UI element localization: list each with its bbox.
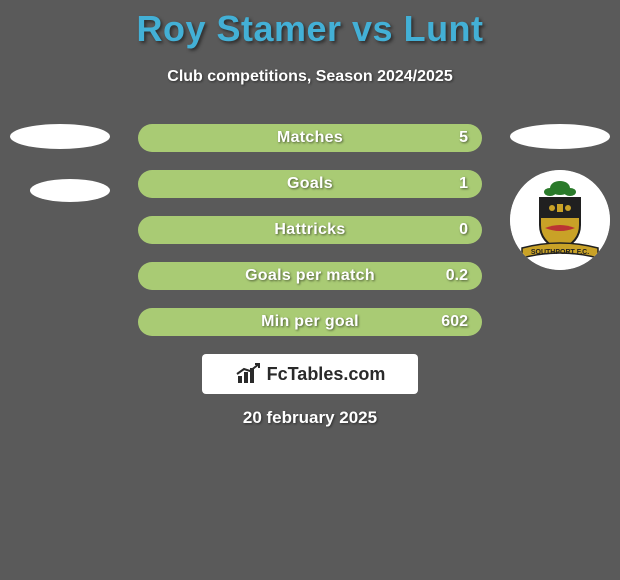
svg-text:SOUTHPORT F.C.: SOUTHPORT F.C.	[531, 249, 589, 256]
stat-row-min-per-goal: Min per goal 602	[138, 308, 482, 336]
stat-value: 0.2	[446, 267, 468, 285]
stat-row-matches: Matches 5	[138, 124, 482, 152]
stat-label: Min per goal	[261, 313, 359, 331]
stats-container: Matches 5 Goals 1 Hattricks 0 Goals per …	[138, 124, 482, 354]
stat-label: Matches	[277, 129, 343, 147]
page-title: Roy Stamer vs Lunt	[0, 0, 620, 50]
stat-label: Goals per match	[245, 267, 375, 285]
date-text: 20 february 2025	[0, 408, 620, 428]
player-left-photo-placeholder-2	[30, 179, 110, 202]
stat-value: 0	[459, 221, 468, 239]
stat-value: 5	[459, 129, 468, 147]
club-crest-icon: SOUTHPORT F.C.	[510, 170, 610, 270]
brand-box: FcTables.com	[202, 354, 418, 394]
club-badge: SOUTHPORT F.C.	[510, 170, 610, 270]
player-left-photo-placeholder-1	[10, 124, 110, 149]
subtitle: Club competitions, Season 2024/2025	[0, 68, 620, 86]
stat-label: Goals	[287, 175, 333, 193]
stat-row-goals: Goals 1	[138, 170, 482, 198]
brand-text: FcTables.com	[267, 364, 386, 385]
club-badge-graphic: SOUTHPORT F.C.	[510, 170, 610, 270]
brand-chart-icon	[235, 363, 263, 385]
stat-row-goals-per-match: Goals per match 0.2	[138, 262, 482, 290]
stat-row-hattricks: Hattricks 0	[138, 216, 482, 244]
stat-label: Hattricks	[274, 221, 345, 239]
stat-value: 602	[441, 313, 468, 331]
player-right-photo-placeholder	[510, 124, 610, 149]
stat-value: 1	[459, 175, 468, 193]
